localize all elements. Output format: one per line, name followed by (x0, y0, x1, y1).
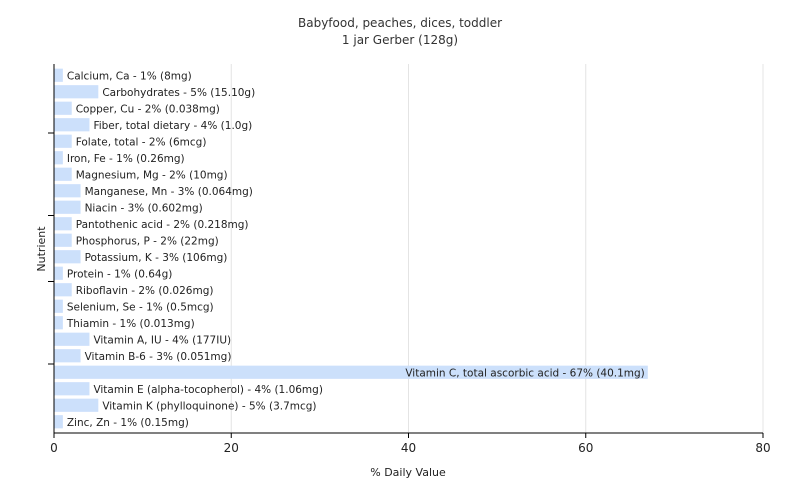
bar (54, 398, 99, 412)
bar-label: Phosphorus, P - 2% (22mg) (76, 235, 219, 247)
bar (54, 332, 90, 346)
chart-title: Babyfood, peaches, dices, toddler (298, 16, 502, 30)
chart-subtitle: 1 jar Gerber (128g) (342, 33, 458, 47)
x-tick-label: 40 (401, 441, 416, 455)
bar (54, 365, 648, 379)
x-tick-label: 60 (578, 441, 593, 455)
bar (54, 85, 99, 99)
bar (54, 299, 63, 313)
y-axis-ticks (48, 132, 54, 365)
bar-label: Folate, total - 2% (6mcg) (76, 136, 207, 148)
x-tick-label: 20 (224, 441, 239, 455)
bar (54, 118, 90, 132)
bar-label: Vitamin A, IU - 4% (177IU) (93, 334, 231, 346)
bar (54, 68, 63, 82)
bar (54, 283, 72, 297)
bar-label: Copper, Cu - 2% (0.038mg) (76, 103, 220, 115)
bar (54, 184, 81, 198)
bar (54, 382, 90, 396)
bar (54, 167, 72, 181)
bar (54, 250, 81, 264)
bar-label: Selenium, Se - 1% (0.5mcg) (67, 301, 214, 313)
bar-label: Thiamin - 1% (0.013mg) (66, 318, 195, 330)
bar (54, 266, 63, 280)
bar-label: Potassium, K - 3% (106mg) (85, 252, 228, 264)
y-axis-title: Nutrient (35, 226, 48, 272)
bar (54, 349, 81, 363)
bar (54, 316, 63, 330)
bar-label: Vitamin E (alpha-tocopherol) - 4% (1.06m… (93, 384, 323, 396)
bar-label: Zinc, Zn - 1% (0.15mg) (67, 417, 189, 429)
bar (54, 233, 72, 247)
bar-labels: Calcium, Ca - 1% (8mg) Carbohydrates - 5%… (66, 70, 645, 429)
bar (54, 134, 72, 148)
bar (54, 200, 81, 214)
bar (54, 217, 72, 231)
bar (54, 101, 72, 115)
bar-label: Protein - 1% (0.64g) (67, 268, 173, 280)
bar-label: Vitamin K (phylloquinone) - 5% (3.7mcg) (102, 400, 316, 412)
x-tick-label: 80 (755, 441, 770, 455)
bar-label: Calcium, Ca - 1% (8mg) (67, 70, 192, 82)
x-tick-label: 0 (50, 441, 58, 455)
bar-label: Niacin - 3% (0.602mg) (85, 202, 203, 214)
bar-label: Vitamin C, total ascorbic acid - 67% (40… (405, 367, 644, 379)
bar-label: Manganese, Mn - 3% (0.064mg) (85, 186, 253, 198)
bar-label: Magnesium, Mg - 2% (10mg) (76, 169, 228, 181)
x-axis-title: % Daily Value (370, 466, 446, 479)
bar (54, 415, 63, 429)
bar (54, 151, 63, 165)
bar-label: Riboflavin - 2% (0.026mg) (76, 285, 214, 297)
bar-label: Carbohydrates - 5% (15.10g) (102, 87, 255, 99)
bar-label: Pantothenic acid - 2% (0.218mg) (76, 219, 249, 231)
bar-label: Iron, Fe - 1% (0.26mg) (67, 153, 185, 165)
bar-label: Fiber, total dietary - 4% (1.0g) (93, 120, 252, 132)
bars (54, 68, 648, 429)
bar-label: Vitamin B-6 - 3% (0.051mg) (85, 351, 232, 363)
x-axis-ticks: 0 20 40 60 80 (50, 433, 771, 455)
